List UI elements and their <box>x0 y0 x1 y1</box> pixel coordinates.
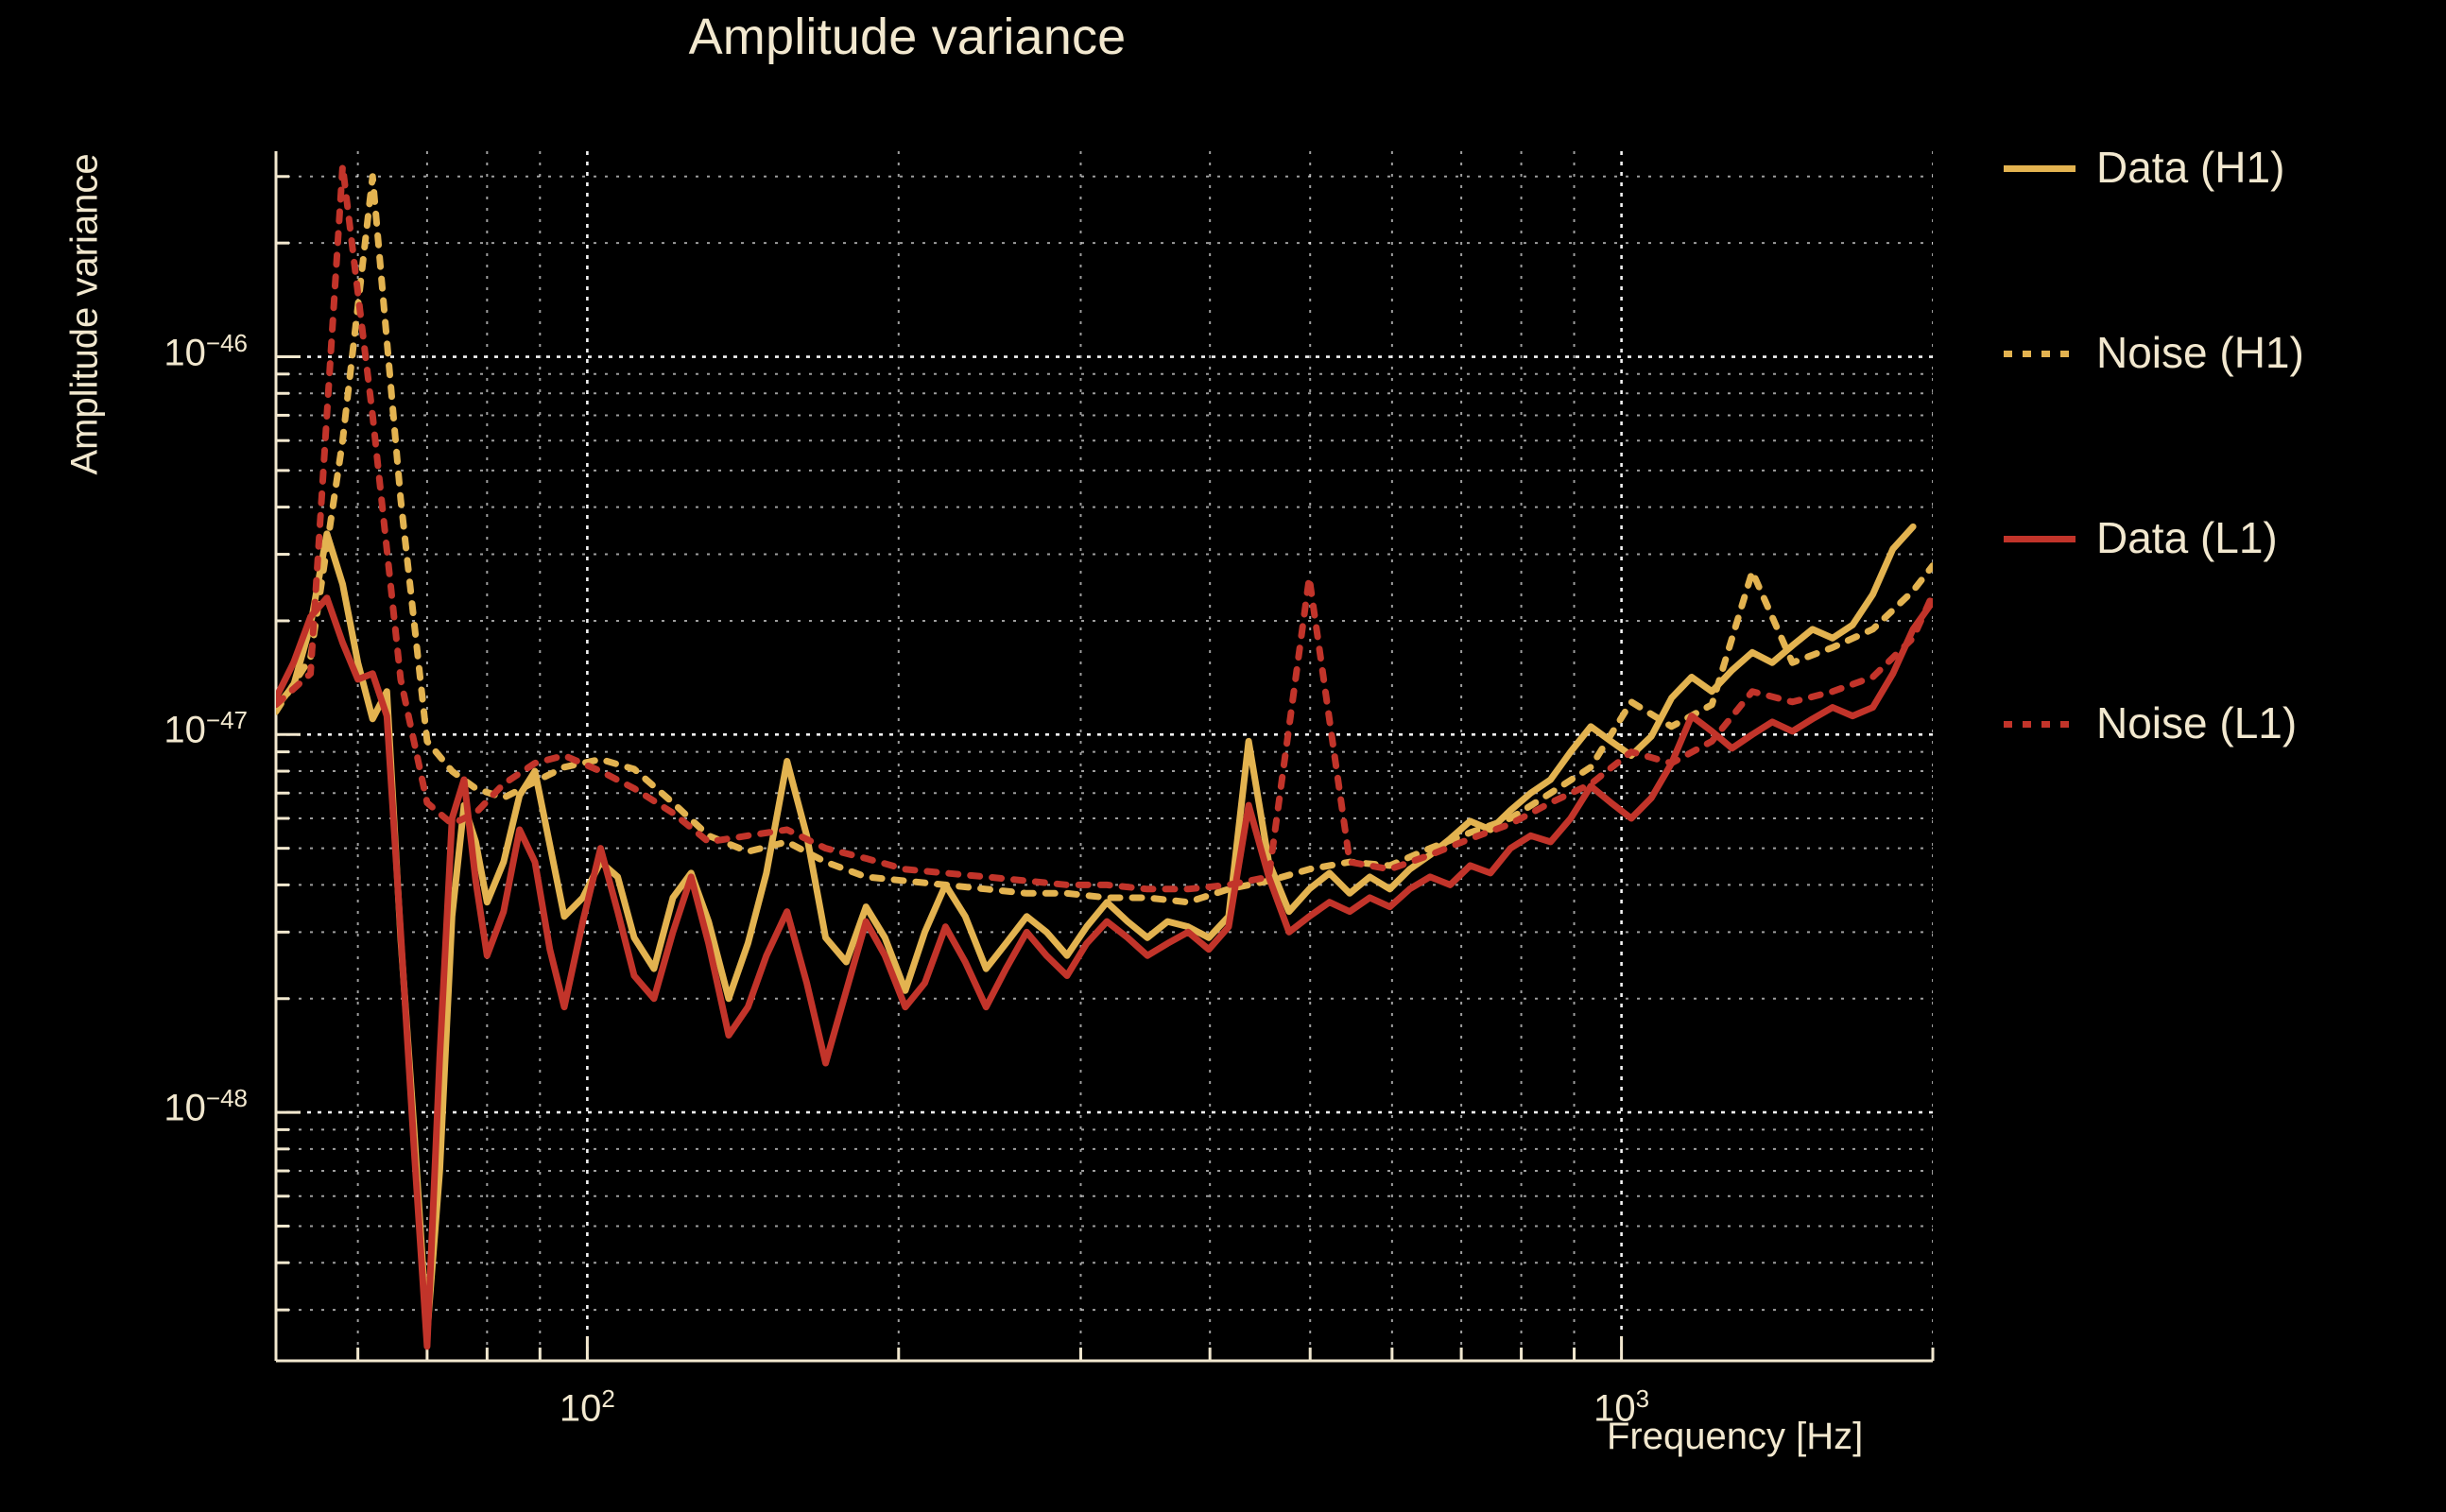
legend-label: Noise (L1) <box>2096 698 2298 747</box>
legend-label: Noise (H1) <box>2096 328 2304 377</box>
legend-swatch-solid-icon <box>2004 164 2076 172</box>
series-noise_h1 <box>276 173 1933 906</box>
y-tick-label-0: 10−46 <box>164 328 248 373</box>
legend-swatch-dotted-icon <box>2004 350 2076 357</box>
legend-item-3[interactable]: Noise (L1) <box>2004 697 2297 748</box>
legend-item-0[interactable]: Data (H1) <box>2004 142 2284 193</box>
legend-swatch-dotted-icon <box>2004 720 2076 728</box>
y-tick-label-1: 10−47 <box>164 706 248 751</box>
legend-item-2[interactable]: Data (L1) <box>2004 512 2278 563</box>
series-noise_l1 <box>276 163 1933 893</box>
series-data_h1 <box>276 523 1917 1337</box>
chart-legend: Data (H1) Noise (H1) Data (L1) Noise (L1) <box>2004 142 2446 850</box>
legend-label: Data (H1) <box>2096 143 2285 192</box>
chart-title: Amplitude variance <box>688 9 1127 65</box>
legend-item-1[interactable]: Noise (H1) <box>2004 327 2304 378</box>
x-tick-label-0: 102 <box>559 1384 615 1430</box>
legend-swatch-solid-icon <box>2004 535 2076 542</box>
y-tick-label-2: 10−48 <box>164 1084 248 1129</box>
x-axis-title: Frequency [Hz] <box>1607 1416 1864 1457</box>
series-data_l1 <box>276 594 1933 1350</box>
legend-label: Data (L1) <box>2096 513 2278 562</box>
x-tick-label-1: 103 <box>1593 1384 1650 1430</box>
